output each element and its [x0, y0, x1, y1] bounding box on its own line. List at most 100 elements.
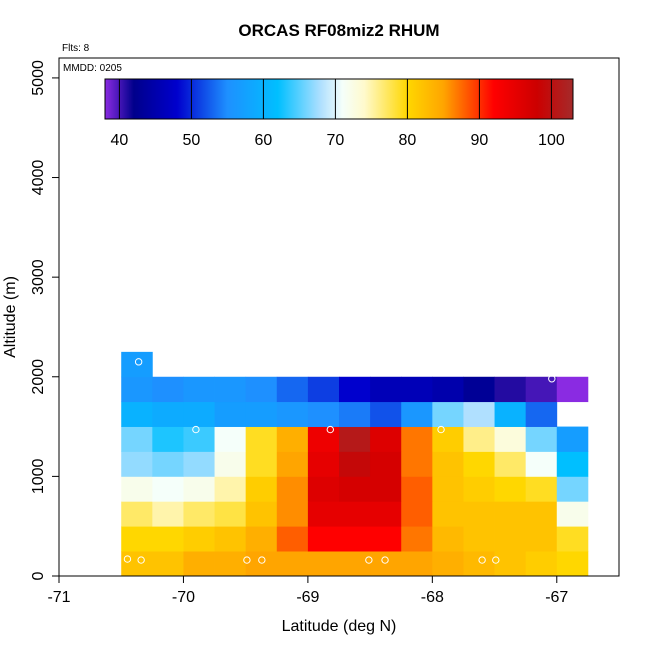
- heatmap-cell: [339, 376, 371, 403]
- heatmap-cell: [121, 551, 153, 577]
- heatmap-cell: [276, 401, 309, 427]
- flight-point: [381, 556, 389, 564]
- heatmap-cell: [307, 526, 340, 552]
- heatmap-cell: [401, 476, 433, 502]
- heatmap-cell: [370, 451, 402, 477]
- heatmap-cell: [463, 376, 495, 403]
- heatmap-cell: [339, 501, 371, 527]
- heatmap-cell: [276, 501, 309, 527]
- heatmap-cell: [121, 376, 153, 403]
- heatmap-cell: [525, 501, 558, 527]
- heatmap-cell: [339, 426, 371, 452]
- heatmap-cell: [463, 501, 495, 527]
- heatmap-cell: [245, 451, 278, 477]
- heatmap-cell: [525, 426, 558, 452]
- heatmap-cell: [121, 451, 153, 477]
- colorbar-gradient: [104, 78, 574, 120]
- heatmap-cell: [214, 526, 247, 552]
- heatmap-cell: [525, 401, 558, 427]
- flight-point: [137, 556, 145, 564]
- flight-points: [123, 358, 556, 564]
- heatmap-cell: [121, 401, 153, 427]
- heatmap-cell: [276, 426, 309, 452]
- heatmap-cell: [183, 501, 215, 527]
- x-axis-label: Latitude (deg N): [282, 618, 397, 635]
- heatmap-cell: [245, 501, 278, 527]
- heatmap-cell: [556, 551, 589, 577]
- heatmap-cell: [339, 526, 371, 552]
- heatmap-cell: [245, 551, 278, 577]
- heatmap-cell: [183, 401, 215, 427]
- heatmap-cell: [339, 476, 371, 502]
- heatmap-cell: [401, 401, 433, 427]
- heatmap-cell: [370, 526, 402, 552]
- heatmap-cell: [525, 451, 558, 477]
- heatmap-cell: [463, 476, 495, 502]
- x-tick-label: -67: [545, 589, 568, 606]
- heatmap-cell: [339, 451, 371, 477]
- heatmap-cell: [339, 551, 371, 577]
- heatmap-cell: [463, 401, 495, 427]
- heatmap-cell: [121, 476, 153, 502]
- heatmap-cell: [370, 551, 402, 577]
- heatmap-cell: [494, 476, 527, 502]
- colorbar-tick-label: 50: [183, 132, 201, 149]
- heatmap-cell: [214, 476, 247, 502]
- heatmap-cell: [494, 551, 527, 577]
- heatmap-cell: [307, 551, 340, 577]
- heatmap-cell: [370, 401, 402, 427]
- colorbar-tick-label: 70: [327, 132, 345, 149]
- colorbar: 40 50 60 70 80 90 100: [104, 78, 574, 149]
- heatmap-cell: [494, 376, 527, 403]
- heatmap-cell: [339, 401, 371, 427]
- heatmap-cell: [370, 376, 402, 403]
- x-tick-label: -71: [47, 589, 70, 606]
- heatmap-cell: [183, 551, 215, 577]
- heatmap-cell: [494, 526, 527, 552]
- flight-point: [258, 556, 266, 564]
- flight-point: [548, 375, 556, 383]
- heatmap-cell: [307, 476, 340, 502]
- heatmap-cell: [525, 526, 558, 552]
- heatmap-cell: [276, 526, 309, 552]
- heatmap-cell: [214, 401, 247, 427]
- heatmap-cell: [401, 551, 433, 577]
- heatmap-cell: [432, 501, 464, 527]
- flight-point: [243, 556, 251, 564]
- heatmap-cell: [307, 501, 340, 527]
- heatmap-cell: [276, 476, 309, 502]
- heatmap-cell: [494, 451, 527, 477]
- heatmap-cell: [525, 476, 558, 502]
- heatmap-cell: [152, 476, 184, 502]
- heatmap-cell: [152, 551, 184, 577]
- heatmap-cell: [401, 526, 433, 552]
- heatmap-cell: [525, 376, 558, 403]
- flight-point: [192, 425, 200, 434]
- heatmap-cell: [556, 526, 589, 552]
- heatmap-cell: [307, 376, 340, 403]
- heatmap-cell: [556, 476, 589, 502]
- heatmap-cell: [432, 426, 464, 452]
- heatmap-cell: [214, 551, 247, 577]
- y-tick-label: 0: [30, 571, 47, 580]
- heatmap-cell: [152, 451, 184, 477]
- heatmap-cell: [432, 451, 464, 477]
- colorbar-tick-label: 40: [111, 132, 129, 149]
- colorbar-tick-label: 60: [255, 132, 273, 149]
- heatmap-cell: [307, 451, 340, 477]
- heatmap-cell: [556, 376, 589, 403]
- heatmap-cell: [214, 376, 247, 403]
- heatmap-cell: [183, 476, 215, 502]
- x-tick-label: -68: [421, 589, 444, 606]
- heatmap-cell: [556, 501, 589, 527]
- flight-point: [134, 358, 143, 366]
- heatmap-cell: [432, 376, 464, 403]
- heatmap-cell: [401, 451, 433, 477]
- flight-point: [492, 556, 500, 564]
- y-tick-label: 5000: [30, 60, 47, 96]
- heatmap-cell: [121, 501, 153, 527]
- heatmap-cell: [245, 376, 278, 403]
- flight-point: [478, 556, 486, 564]
- colorbar-tick-label: 90: [471, 132, 489, 149]
- heatmap-cell: [245, 426, 278, 452]
